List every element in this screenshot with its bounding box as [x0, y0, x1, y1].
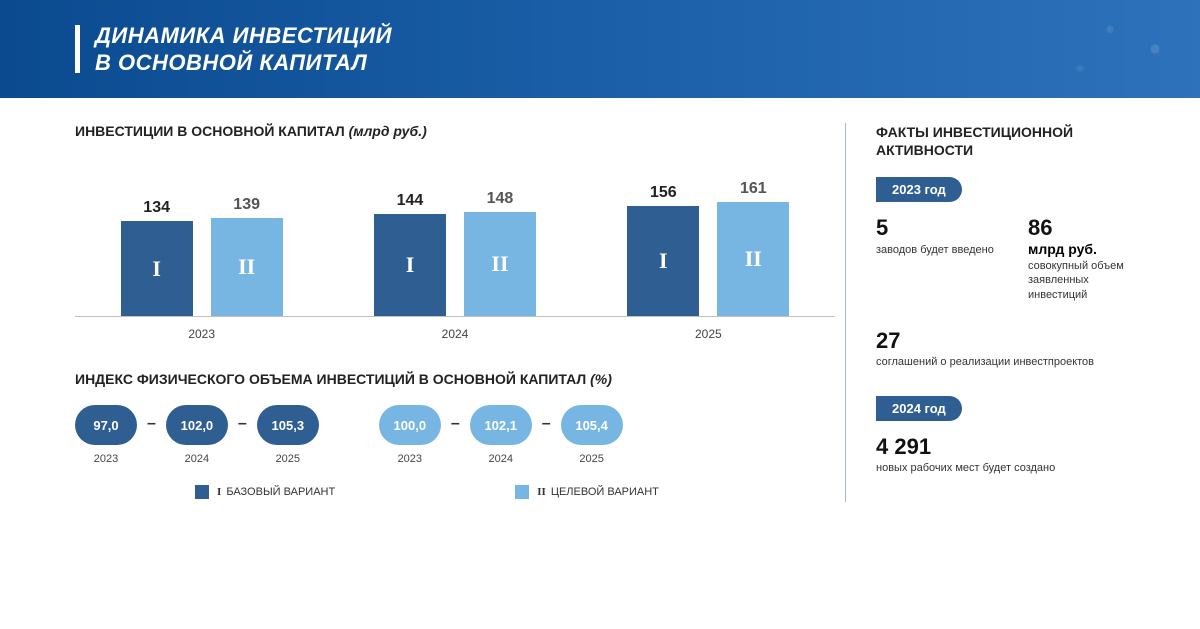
fact-unit: млрд руб.	[1028, 241, 1150, 257]
year-badge: 2024 год	[876, 396, 962, 421]
fact-number: 86	[1028, 216, 1150, 240]
bar-year-label: 2025	[602, 323, 815, 341]
pill-item: 100,0 2023	[379, 405, 441, 465]
pill-year: 2025	[276, 453, 300, 465]
bar-year-label: 2024	[348, 323, 561, 341]
pill-year: 2023	[398, 453, 422, 465]
fact-number: 4 291	[876, 435, 1150, 459]
legend-target-swatch	[515, 485, 529, 499]
pill-year: 2024	[185, 453, 209, 465]
pill-year: 2025	[579, 453, 603, 465]
header-decor	[900, 0, 1200, 98]
bar-target: 161 II	[717, 180, 789, 316]
bar-rect: I	[627, 206, 699, 316]
bar-rect: II	[717, 202, 789, 316]
bar-value: 156	[650, 184, 677, 202]
pill-group-target: 100,02023–102,12024–105,42025	[379, 405, 623, 465]
legend: I БАЗОВЫЙ ВАРИАНТ II ЦЕЛЕВОЙ ВАРИАНТ	[75, 485, 835, 499]
bar-year-label: 2023	[95, 323, 308, 341]
chart2-title-unit: (%)	[590, 371, 612, 387]
fact-desc: соглашений о реализации инвестпроектов	[876, 355, 1150, 370]
fact: 27 соглашений о реализации инвестпроектов	[876, 329, 1150, 386]
pill-group-base: 97,02023–102,02024–105,32025	[75, 405, 319, 465]
pill-item: 102,0 2024	[166, 405, 228, 465]
bar-base: 156 I	[627, 184, 699, 316]
facts-row: 27 соглашений о реализации инвестпроектов	[876, 329, 1150, 386]
slide-header: ДИНАМИКА ИНВЕСТИЦИЙ В ОСНОВНОЙ КАПИТАЛ	[0, 0, 1200, 98]
facts-title-l1: ФАКТЫ ИНВЕСТИЦИОННОЙ	[876, 124, 1073, 140]
pill-dash: –	[441, 405, 470, 433]
facts-blocks: 2023 год 5 заводов будет введено 86млрд руб…	[876, 177, 1150, 492]
chart1-title-main: ИНВЕСТИЦИИ В ОСНОВНОЙ КАПИТАЛ	[75, 123, 349, 139]
bar-chart-xaxis: 2023 2024 2025	[75, 323, 835, 341]
bar-year-group: 134 I 139 II	[95, 196, 308, 316]
chart2-title-main: ИНДЕКС ФИЗИЧЕСКОГО ОБЪЕМА ИНВЕСТИЦИЙ В О…	[75, 371, 590, 387]
bar-value: 144	[397, 192, 424, 210]
pill-dash: –	[137, 405, 166, 433]
chart2-title: ИНДЕКС ФИЗИЧЕСКОГО ОБЪЕМА ИНВЕСТИЦИЙ В О…	[75, 371, 835, 387]
facts-title-l2: АКТИВНОСТИ	[876, 142, 973, 158]
fact-number: 5	[876, 216, 998, 240]
legend-base-label: БАЗОВЫЙ ВАРИАНТ	[226, 486, 335, 498]
right-column: ФАКТЫ ИНВЕСТИЦИОННОЙ АКТИВНОСТИ 2023 год…	[845, 123, 1150, 502]
bar-rect: I	[374, 214, 446, 316]
legend-target-roman: II	[537, 486, 546, 498]
bar-value: 161	[740, 180, 767, 198]
pill-year: 2024	[488, 453, 512, 465]
chart1-title-unit: (млрд руб.)	[349, 123, 427, 139]
pill-value: 105,4	[561, 405, 623, 445]
bar-rect: II	[464, 212, 536, 316]
fact-desc: совокупный объем заявленных инвестиций	[1028, 259, 1150, 304]
bar-rect: I	[121, 221, 193, 316]
legend-target-label: ЦЕЛЕВОЙ ВАРИАНТ	[551, 486, 659, 498]
pill-dash: –	[228, 405, 257, 433]
bar-rect: II	[211, 218, 283, 316]
pill-value: 105,3	[257, 405, 319, 445]
year-badge: 2023 год	[876, 177, 962, 202]
bar-target: 148 II	[464, 190, 536, 316]
bar-value: 148	[487, 190, 514, 208]
title-line1: ДИНАМИКА ИНВЕСТИЦИЙ	[95, 23, 392, 48]
bar-value: 134	[143, 199, 170, 217]
pill-dash: –	[532, 405, 561, 433]
facts-row: 4 291 новых рабочих мест будет создано	[876, 435, 1150, 492]
facts-row: 5 заводов будет введено 86млрд руб. совокуп…	[876, 216, 1150, 319]
pill-value: 100,0	[379, 405, 441, 445]
pill-value: 102,0	[166, 405, 228, 445]
bar-year-group: 156 I 161 II	[602, 180, 815, 316]
bar-chart: 134 I 139 II 144 I 148 II 156 I 161 II	[75, 157, 835, 317]
pill-chart: 97,02023–102,02024–105,32025 100,02023–1…	[75, 405, 835, 465]
legend-base-swatch	[195, 485, 209, 499]
pill-item: 105,4 2025	[561, 405, 623, 465]
fact: 4 291 новых рабочих мест будет создано	[876, 435, 1150, 492]
fact-desc: заводов будет введено	[876, 243, 998, 258]
legend-base-roman: I	[217, 486, 221, 498]
title-line2: В ОСНОВНОЙ КАПИТАЛ	[95, 50, 367, 75]
bar-target: 139 II	[211, 196, 283, 316]
pill-item: 105,3 2025	[257, 405, 319, 465]
bar-base: 144 I	[374, 192, 446, 316]
pill-item: 102,1 2024	[470, 405, 532, 465]
pill-item: 97,0 2023	[75, 405, 137, 465]
pill-year: 2023	[94, 453, 118, 465]
bar-year-group: 144 I 148 II	[348, 190, 561, 316]
slide-title: ДИНАМИКА ИНВЕСТИЦИЙ В ОСНОВНОЙ КАПИТАЛ	[95, 22, 392, 77]
chart1-title: ИНВЕСТИЦИИ В ОСНОВНОЙ КАПИТАЛ (млрд руб.…	[75, 123, 835, 139]
bar-value: 139	[233, 196, 260, 214]
left-column: ИНВЕСТИЦИИ В ОСНОВНОЙ КАПИТАЛ (млрд руб.…	[75, 123, 835, 502]
content-area: ИНВЕСТИЦИИ В ОСНОВНОЙ КАПИТАЛ (млрд руб.…	[0, 98, 1200, 512]
legend-target: II ЦЕЛЕВОЙ ВАРИАНТ	[515, 485, 659, 499]
fact-number: 27	[876, 329, 1150, 353]
pill-value: 97,0	[75, 405, 137, 445]
facts-title: ФАКТЫ ИНВЕСТИЦИОННОЙ АКТИВНОСТИ	[876, 123, 1150, 159]
bar-base: 134 I	[121, 199, 193, 316]
pill-value: 102,1	[470, 405, 532, 445]
legend-base: I БАЗОВЫЙ ВАРИАНТ	[195, 485, 335, 499]
fact: 5 заводов будет введено	[876, 216, 998, 319]
fact: 86млрд руб. совокупный объем заявленных и…	[1028, 216, 1150, 319]
fact-desc: новых рабочих мест будет создано	[876, 461, 1150, 476]
